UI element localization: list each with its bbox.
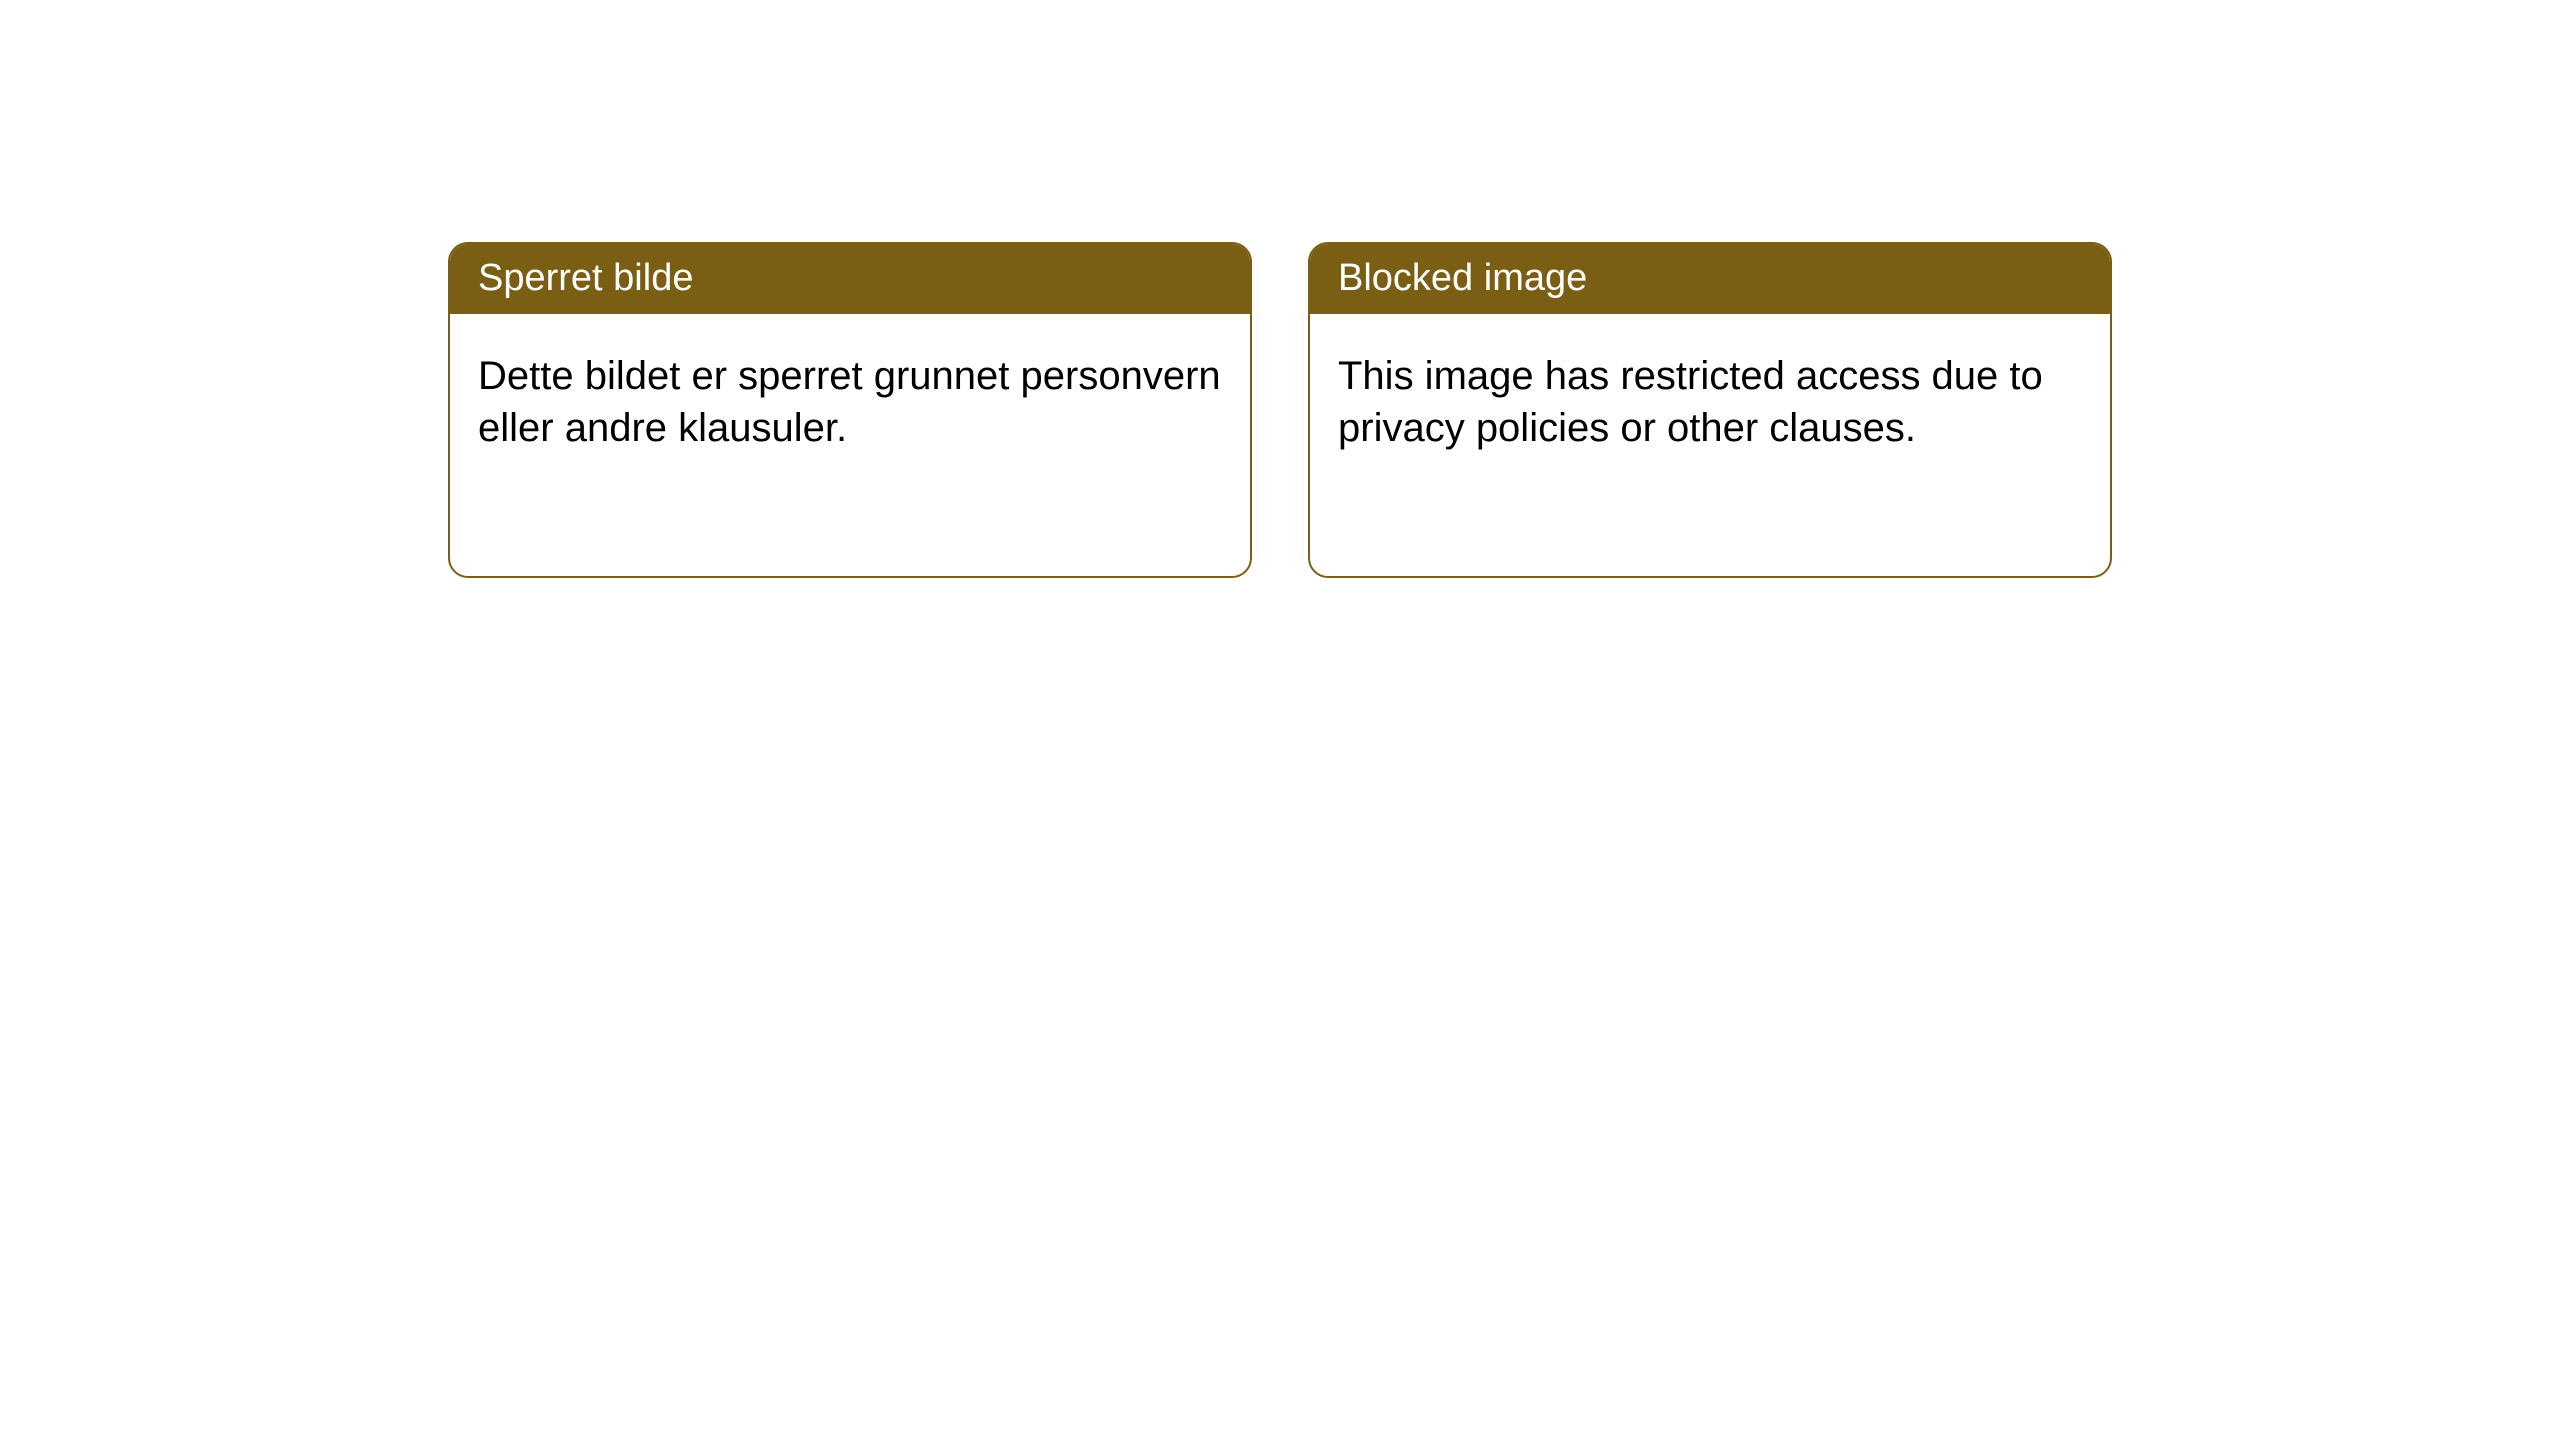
blocked-image-card-en: Blocked image This image has restricted …	[1308, 242, 2112, 578]
card-title: Sperret bilde	[450, 244, 1250, 314]
card-title: Blocked image	[1310, 244, 2110, 314]
card-body: Dette bildet er sperret grunnet personve…	[450, 314, 1250, 490]
notice-card-row: Sperret bilde Dette bildet er sperret gr…	[448, 242, 2112, 578]
card-body: This image has restricted access due to …	[1310, 314, 2110, 490]
blocked-image-card-no: Sperret bilde Dette bildet er sperret gr…	[448, 242, 1252, 578]
